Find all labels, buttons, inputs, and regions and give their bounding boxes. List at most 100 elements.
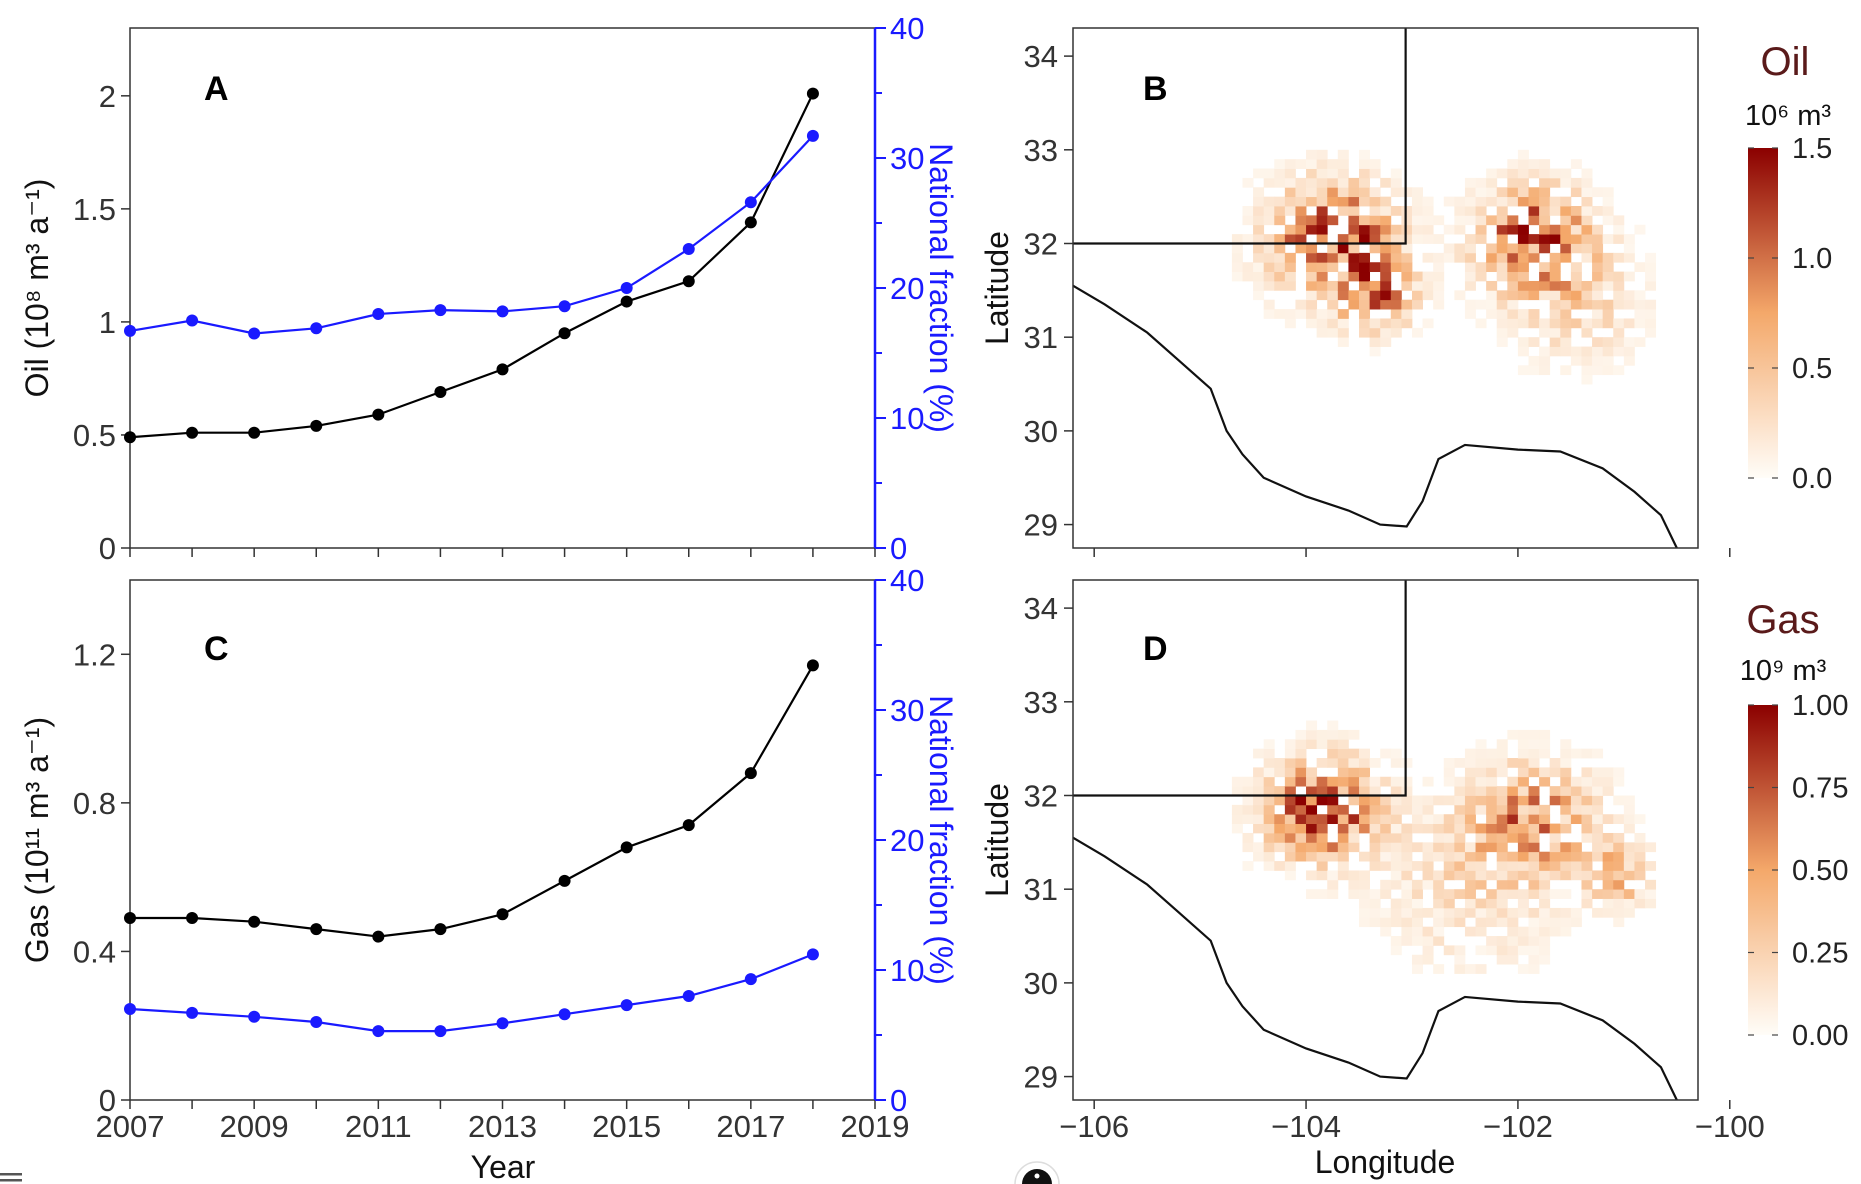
heatmap-cell xyxy=(1528,795,1540,806)
heatmap-cell xyxy=(1517,290,1529,301)
heatmap-cell xyxy=(1263,280,1275,291)
y-tick-label: 29 xyxy=(1024,508,1058,543)
heatmap-cell xyxy=(1581,299,1593,310)
national-fraction-point xyxy=(248,1010,261,1023)
heatmap-cell xyxy=(1422,945,1434,956)
heatmap-cell xyxy=(1645,327,1657,338)
heatmap-cell xyxy=(1348,299,1360,310)
panel-d-colorbar-title: Gas xyxy=(1746,598,1819,642)
heatmap-cell xyxy=(1369,224,1381,235)
heatmap-cell xyxy=(1348,196,1360,207)
heatmap-cell xyxy=(1464,776,1476,787)
heatmap-cell xyxy=(1592,889,1604,899)
heatmap-cell xyxy=(1549,851,1561,862)
heatmap-cell xyxy=(1295,748,1307,759)
heatmap-cell xyxy=(1592,206,1604,216)
heatmap-cell xyxy=(1475,299,1487,310)
heatmap-cell xyxy=(1390,842,1402,853)
hamburger-icon[interactable] xyxy=(0,1173,22,1182)
heatmap-cell xyxy=(1337,861,1349,871)
heatmap-cell xyxy=(1316,823,1328,834)
heatmap-cell xyxy=(1496,327,1508,338)
heatmap-cell xyxy=(1390,309,1402,319)
heatmap-cell xyxy=(1517,907,1529,918)
panel-a-frame xyxy=(129,27,876,549)
heatmap-cell xyxy=(1306,215,1318,226)
heatmap-cell xyxy=(1316,290,1328,301)
heatmap-cell xyxy=(1581,365,1593,376)
heatmap-cell xyxy=(1634,832,1646,843)
national-fraction-point xyxy=(124,1003,136,1015)
heatmap-cell xyxy=(1380,262,1392,273)
heatmap-cell xyxy=(1401,187,1413,198)
heatmap-cell xyxy=(1592,786,1604,796)
heatmap-cell xyxy=(1581,776,1593,787)
heatmap-cell xyxy=(1337,177,1349,188)
heatmap-cell xyxy=(1359,280,1371,291)
info-icon[interactable] xyxy=(1014,1161,1060,1184)
heatmap-cell xyxy=(1327,177,1339,188)
national-fraction-point xyxy=(744,973,757,986)
heatmap-cell xyxy=(1464,804,1476,815)
heatmap-cell xyxy=(1327,159,1339,169)
heatmap-cell xyxy=(1359,767,1371,778)
heatmap-cell xyxy=(1507,290,1519,301)
heatmap-cell xyxy=(1274,814,1286,825)
heatmap-cell xyxy=(1454,804,1466,815)
heatmap-cell xyxy=(1390,879,1402,890)
heatmap-cell xyxy=(1306,280,1318,291)
heatmap-cell xyxy=(1549,337,1561,347)
heatmap-cell xyxy=(1359,290,1371,301)
heatmap-cell xyxy=(1411,814,1423,825)
heatmap-cell xyxy=(1475,262,1487,273)
heatmap-cell xyxy=(1475,804,1487,815)
heatmap-cell xyxy=(1422,861,1434,871)
heatmap-cell xyxy=(1549,309,1561,319)
heatmap-cell xyxy=(1581,767,1593,778)
heatmap-cell xyxy=(1359,252,1371,263)
heatmap-cell xyxy=(1337,739,1349,750)
heatmap-cell xyxy=(1613,776,1625,787)
heatmap-cell xyxy=(1422,851,1434,862)
heatmap-cell xyxy=(1592,814,1604,825)
y2-tick-label: 20 xyxy=(890,823,924,858)
production-point xyxy=(496,363,509,376)
heatmap-cell xyxy=(1592,823,1604,834)
heatmap-cell xyxy=(1507,271,1519,282)
heatmap-cell xyxy=(1401,889,1413,899)
heatmap-cell xyxy=(1517,149,1529,160)
heatmap-cell xyxy=(1486,309,1498,319)
heatmap-cell xyxy=(1570,870,1582,881)
heatmap-cell xyxy=(1570,234,1582,244)
heatmap-cell xyxy=(1560,234,1572,244)
heatmap-cell xyxy=(1337,318,1349,329)
heatmap-cell xyxy=(1560,206,1572,216)
heatmap-cell xyxy=(1496,318,1508,329)
heatmap-cell xyxy=(1411,290,1423,301)
heatmap-cell xyxy=(1592,346,1604,357)
heatmap-cell xyxy=(1549,889,1561,899)
production-point xyxy=(434,386,447,398)
heatmap-cell xyxy=(1295,309,1307,319)
heatmap-cell xyxy=(1401,280,1413,291)
heatmap-cell xyxy=(1486,795,1498,806)
heatmap-cell xyxy=(1570,215,1582,226)
y2-tick-label: 30 xyxy=(890,693,924,728)
heatmap-cell xyxy=(1517,758,1529,768)
heatmap-cell xyxy=(1549,758,1561,768)
heatmap-cell xyxy=(1645,309,1657,319)
heatmap-cell xyxy=(1464,748,1476,759)
heatmap-cell xyxy=(1401,795,1413,806)
panel-d-xlabel: Longitude xyxy=(1315,1144,1456,1180)
heatmap-cell xyxy=(1507,851,1519,862)
heatmap-cell xyxy=(1359,795,1371,806)
heatmap-cell xyxy=(1613,252,1625,263)
heatmap-cell xyxy=(1581,355,1593,366)
heatmap-cell xyxy=(1549,861,1561,871)
heatmap-cell xyxy=(1454,832,1466,843)
heatmap-cell xyxy=(1581,224,1593,235)
x-tick-label: 2007 xyxy=(96,1109,165,1144)
heatmap-cell xyxy=(1570,748,1582,759)
national-fraction-point xyxy=(558,1008,571,1021)
heatmap-cell xyxy=(1539,729,1551,740)
